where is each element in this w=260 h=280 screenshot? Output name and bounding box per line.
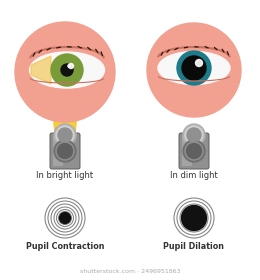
Circle shape bbox=[68, 64, 74, 69]
FancyBboxPatch shape bbox=[53, 136, 63, 166]
Text: shutterstock.com · 2496951863: shutterstock.com · 2496951863 bbox=[80, 269, 180, 274]
Circle shape bbox=[185, 142, 203, 160]
Circle shape bbox=[56, 142, 74, 160]
Circle shape bbox=[183, 124, 205, 146]
Text: In dim light: In dim light bbox=[170, 171, 218, 180]
Circle shape bbox=[58, 128, 72, 142]
Circle shape bbox=[54, 124, 76, 146]
Circle shape bbox=[68, 65, 70, 67]
FancyBboxPatch shape bbox=[182, 136, 192, 166]
Polygon shape bbox=[51, 90, 79, 134]
Circle shape bbox=[186, 144, 202, 158]
Circle shape bbox=[54, 140, 76, 162]
Circle shape bbox=[185, 126, 203, 144]
Circle shape bbox=[60, 213, 70, 223]
Circle shape bbox=[15, 22, 115, 122]
Ellipse shape bbox=[29, 52, 105, 88]
Circle shape bbox=[181, 206, 206, 230]
Circle shape bbox=[196, 60, 203, 67]
Text: Pupil Dilation: Pupil Dilation bbox=[164, 242, 224, 251]
Circle shape bbox=[187, 128, 201, 142]
Ellipse shape bbox=[158, 52, 230, 85]
Circle shape bbox=[177, 51, 211, 85]
Text: Pupil Contraction: Pupil Contraction bbox=[26, 242, 104, 251]
Circle shape bbox=[183, 140, 205, 162]
Circle shape bbox=[56, 126, 74, 144]
Circle shape bbox=[51, 54, 83, 86]
Circle shape bbox=[43, 196, 87, 240]
FancyBboxPatch shape bbox=[50, 133, 80, 169]
Circle shape bbox=[172, 196, 216, 240]
Polygon shape bbox=[31, 56, 51, 84]
FancyBboxPatch shape bbox=[179, 133, 209, 169]
Circle shape bbox=[182, 56, 206, 80]
Circle shape bbox=[61, 64, 73, 76]
Circle shape bbox=[57, 144, 73, 158]
Text: In bright light: In bright light bbox=[36, 171, 94, 180]
Circle shape bbox=[147, 23, 241, 117]
